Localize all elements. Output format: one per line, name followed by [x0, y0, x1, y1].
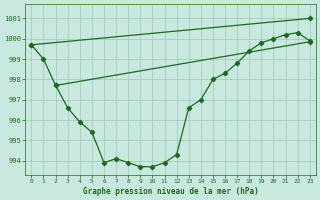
X-axis label: Graphe pression niveau de la mer (hPa): Graphe pression niveau de la mer (hPa) [83, 187, 259, 196]
